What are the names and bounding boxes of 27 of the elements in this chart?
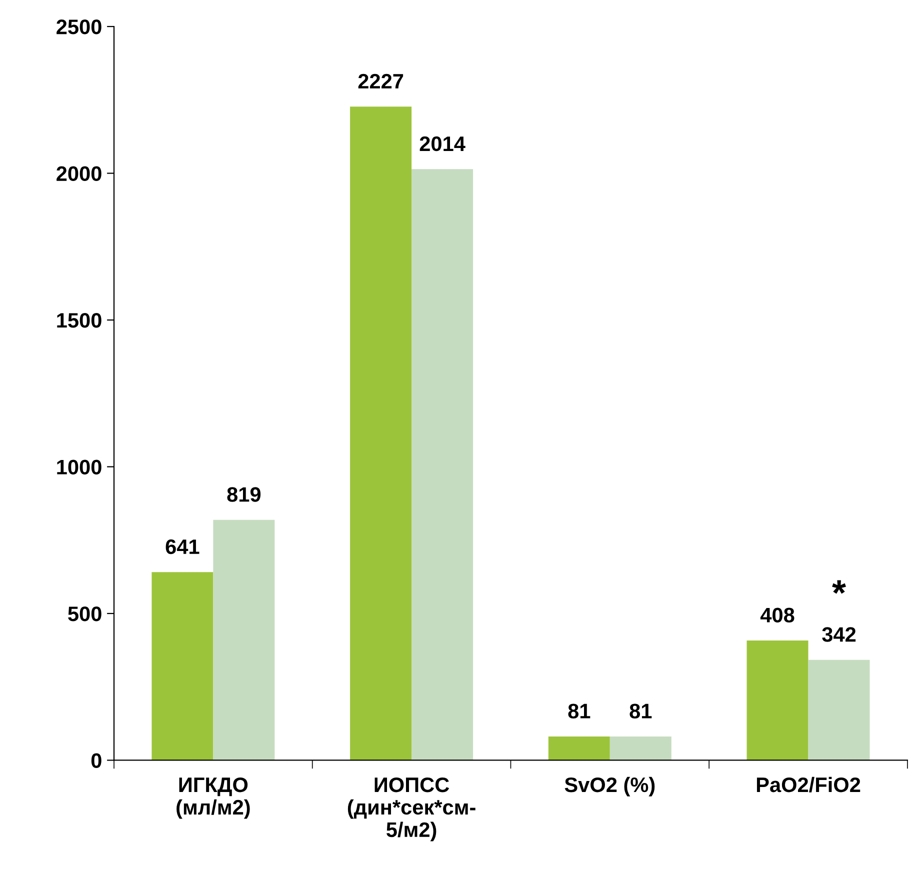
data-label: 81: [630, 704, 652, 718]
x-tick-label: SvO2 (%): [564, 776, 655, 796]
data-label: 408: [760, 608, 794, 622]
bar: [412, 169, 474, 760]
data-label: 819: [227, 487, 261, 502]
bar: [746, 640, 808, 760]
data-label: 342: [822, 627, 856, 642]
x-tick-label: PaO2/FiO2: [756, 776, 860, 792]
y-tick-label: 2500: [56, 20, 102, 34]
x-tick-label: ИОПСС (дин*сек*см- 5/м2): [348, 777, 476, 842]
bar: [548, 736, 610, 760]
annotation: *: [832, 580, 846, 594]
y-tick-label: 0: [91, 753, 102, 768]
data-label: 2227: [358, 74, 404, 88]
bar: [213, 520, 275, 760]
data-label: 81: [568, 704, 590, 718]
y-tick-label: 2000: [56, 166, 102, 182]
y-tick-label: 500: [68, 606, 102, 622]
data-label: 2014: [420, 136, 466, 152]
bar: [610, 736, 672, 760]
bar: [350, 106, 412, 760]
y-tick-label: 1500: [57, 313, 102, 328]
bar: [152, 572, 214, 760]
x-tick-label: ИГКДО (мл/м2): [176, 777, 250, 819]
data-label: 641: [166, 539, 200, 554]
y-tick-label: 1000: [57, 460, 102, 475]
bar: [808, 660, 870, 760]
